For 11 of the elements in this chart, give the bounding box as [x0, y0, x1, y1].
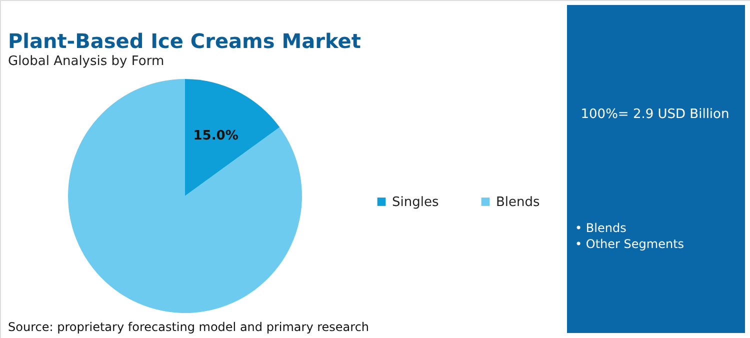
data-label: 15.0%: [193, 128, 238, 144]
text: 100%= 2.9 USD Billion: [580, 107, 730, 122]
source-note: Source: proprietary forecasting model and primary research: [8, 320, 370, 334]
chart-title: Plant-Based Ice Creams Market: [8, 29, 362, 53]
legend-label: Blends: [496, 194, 540, 210]
pie-slice: [68, 79, 302, 313]
text: • Other Segments: [575, 237, 684, 251]
pie-slice: [185, 79, 280, 196]
text: • Blends: [575, 221, 626, 235]
chart-subtitle: Global Analysis by Form: [8, 54, 164, 69]
legend-label: Singles: [392, 194, 439, 210]
